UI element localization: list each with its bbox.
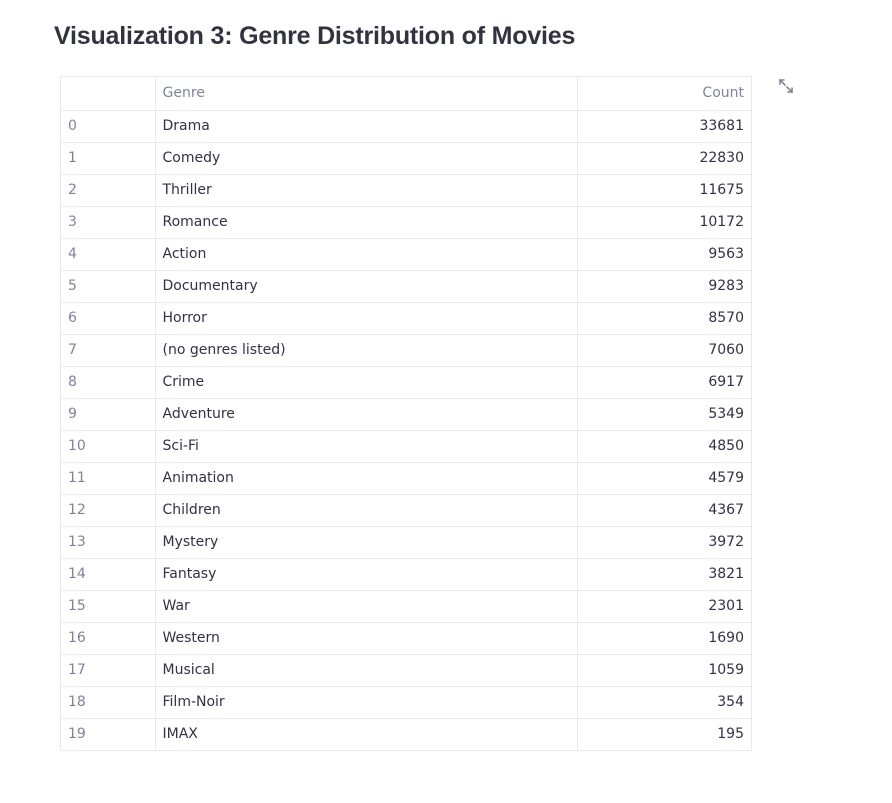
count-cell[interactable]: 11675 bbox=[577, 174, 751, 207]
genre-cell[interactable]: Adventure bbox=[155, 398, 578, 431]
count-cell[interactable]: 354 bbox=[577, 686, 751, 719]
genre-cell[interactable]: Animation bbox=[155, 462, 578, 495]
table-row[interactable]: 0 Drama 33681 bbox=[61, 110, 751, 143]
table-row[interactable]: 17 Musical 1059 bbox=[61, 654, 751, 687]
count-cell[interactable]: 22830 bbox=[577, 142, 751, 175]
table-row[interactable]: 16 Western 1690 bbox=[61, 622, 751, 655]
count-cell[interactable]: 3972 bbox=[577, 526, 751, 559]
table-row[interactable]: 2 Thriller 11675 bbox=[61, 174, 751, 207]
genre-table: Genre Count 0 Drama 33681 1 Comedy 22830 2 Thri… bbox=[61, 77, 751, 750]
table-row[interactable]: 3 Romance 10172 bbox=[61, 206, 751, 239]
count-cell[interactable]: 4367 bbox=[577, 494, 751, 527]
genre-cell[interactable]: (no genres listed) bbox=[155, 334, 578, 367]
genre-cell[interactable]: Action bbox=[155, 238, 578, 271]
table-row[interactable]: 14 Fantasy 3821 bbox=[61, 558, 751, 591]
table-row[interactable]: 15 War 2301 bbox=[61, 590, 751, 623]
genre-column-header[interactable]: Genre bbox=[155, 77, 578, 111]
table-row[interactable]: 11 Animation 4579 bbox=[61, 462, 751, 495]
count-cell[interactable]: 6917 bbox=[577, 366, 751, 399]
genre-cell[interactable]: Horror bbox=[155, 302, 578, 335]
table-body: 0 Drama 33681 1 Comedy 22830 2 Thriller 11675 3 Ro… bbox=[61, 110, 751, 750]
row-index-cell[interactable]: 12 bbox=[61, 494, 156, 527]
row-index-cell[interactable]: 2 bbox=[61, 174, 156, 207]
genre-cell[interactable]: Film-Noir bbox=[155, 686, 578, 719]
genre-cell[interactable]: Musical bbox=[155, 654, 578, 687]
genre-cell[interactable]: Crime bbox=[155, 366, 578, 399]
count-cell[interactable]: 1690 bbox=[577, 622, 751, 655]
table-row[interactable]: 5 Documentary 9283 bbox=[61, 270, 751, 303]
count-cell[interactable]: 9283 bbox=[577, 270, 751, 303]
row-index-cell[interactable]: 17 bbox=[61, 654, 156, 687]
row-index-cell[interactable]: 8 bbox=[61, 366, 156, 399]
genre-cell[interactable]: Documentary bbox=[155, 270, 578, 303]
dataframe[interactable]: Genre Count 0 Drama 33681 1 Comedy 22830 2 Thri… bbox=[60, 76, 752, 751]
table-row[interactable]: 12 Children 4367 bbox=[61, 494, 751, 527]
count-cell[interactable]: 195 bbox=[717, 726, 744, 743]
table-row[interactable]: 13 Mystery 3972 bbox=[61, 526, 751, 559]
table-row[interactable]: 7 (no genres listed) 7060 bbox=[61, 334, 751, 367]
genre-cell[interactable]: War bbox=[155, 590, 578, 623]
genre-cell[interactable]: IMAX bbox=[155, 718, 578, 750]
genre-cell[interactable]: Drama bbox=[155, 110, 578, 143]
table-row[interactable]: 18 Film-Noir 354 bbox=[61, 686, 751, 719]
row-index-cell[interactable]: 0 bbox=[61, 110, 156, 143]
row-index-cell[interactable]: 7 bbox=[61, 334, 156, 367]
table-row[interactable]: 9 Adventure 5349 bbox=[61, 398, 751, 431]
row-index-cell[interactable]: 5 bbox=[61, 270, 156, 303]
genre-cell[interactable]: Sci-Fi bbox=[155, 430, 578, 463]
count-cell[interactable]: 10172 bbox=[577, 206, 751, 239]
row-index-cell[interactable]: 18 bbox=[61, 686, 156, 719]
index-column-header[interactable] bbox=[61, 77, 156, 111]
page-title: Visualization 3: Genre Distribution of M… bbox=[54, 22, 576, 50]
row-index-cell[interactable]: 1 bbox=[61, 142, 156, 175]
row-index-cell[interactable]: 13 bbox=[61, 526, 156, 559]
count-column-header[interactable]: Count bbox=[577, 77, 751, 111]
expand-icon bbox=[779, 79, 793, 93]
count-cell[interactable]: 9563 bbox=[577, 238, 751, 271]
genre-cell[interactable]: Thriller bbox=[155, 174, 578, 207]
table-header-row: Genre Count bbox=[61, 77, 751, 111]
row-index-cell[interactable]: 6 bbox=[61, 302, 156, 335]
count-cell[interactable]: 5349 bbox=[577, 398, 751, 431]
table-row[interactable]: 1 Comedy 22830 bbox=[61, 142, 751, 175]
count-cell[interactable]: 8570 bbox=[577, 302, 751, 335]
count-cell[interactable]: 33681 bbox=[577, 110, 751, 143]
row-index-cell[interactable]: 19 bbox=[61, 718, 156, 750]
row-index-cell[interactable]: 10 bbox=[61, 430, 156, 463]
row-index-cell[interactable]: 11 bbox=[61, 462, 156, 495]
count-cell[interactable]: 4850 bbox=[577, 430, 751, 463]
count-cell[interactable]: 2301 bbox=[577, 590, 751, 623]
row-index-cell[interactable]: 15 bbox=[61, 590, 156, 623]
count-cell[interactable]: 7060 bbox=[577, 334, 751, 367]
count-cell[interactable]: 1059 bbox=[577, 654, 751, 687]
count-cell[interactable]: 3821 bbox=[577, 558, 751, 591]
table-row[interactable]: 6 Horror 8570 bbox=[61, 302, 751, 335]
fullscreen-button[interactable] bbox=[776, 76, 796, 96]
row-index-cell[interactable]: 14 bbox=[61, 558, 156, 591]
row-index-cell[interactable]: 3 bbox=[61, 206, 156, 239]
row-index-cell[interactable]: 16 bbox=[61, 622, 156, 655]
table-row[interactable]: 19 IMAX 195 bbox=[61, 718, 751, 750]
genre-cell[interactable]: Western bbox=[155, 622, 578, 655]
count-cell[interactable]: 4579 bbox=[577, 462, 751, 495]
table-row[interactable]: 10 Sci-Fi 4850 bbox=[61, 430, 751, 463]
table-row[interactable]: 8 Crime 6917 bbox=[61, 366, 751, 399]
row-index-cell[interactable]: 4 bbox=[61, 238, 156, 271]
genre-cell[interactable]: Comedy bbox=[155, 142, 578, 175]
row-index-cell[interactable]: 9 bbox=[61, 398, 156, 431]
genre-cell[interactable]: Mystery bbox=[155, 526, 578, 559]
genre-cell[interactable]: Fantasy bbox=[155, 558, 578, 591]
table-row[interactable]: 4 Action 9563 bbox=[61, 238, 751, 271]
genre-cell[interactable]: Children bbox=[155, 494, 578, 527]
genre-cell[interactable]: Romance bbox=[155, 206, 578, 239]
